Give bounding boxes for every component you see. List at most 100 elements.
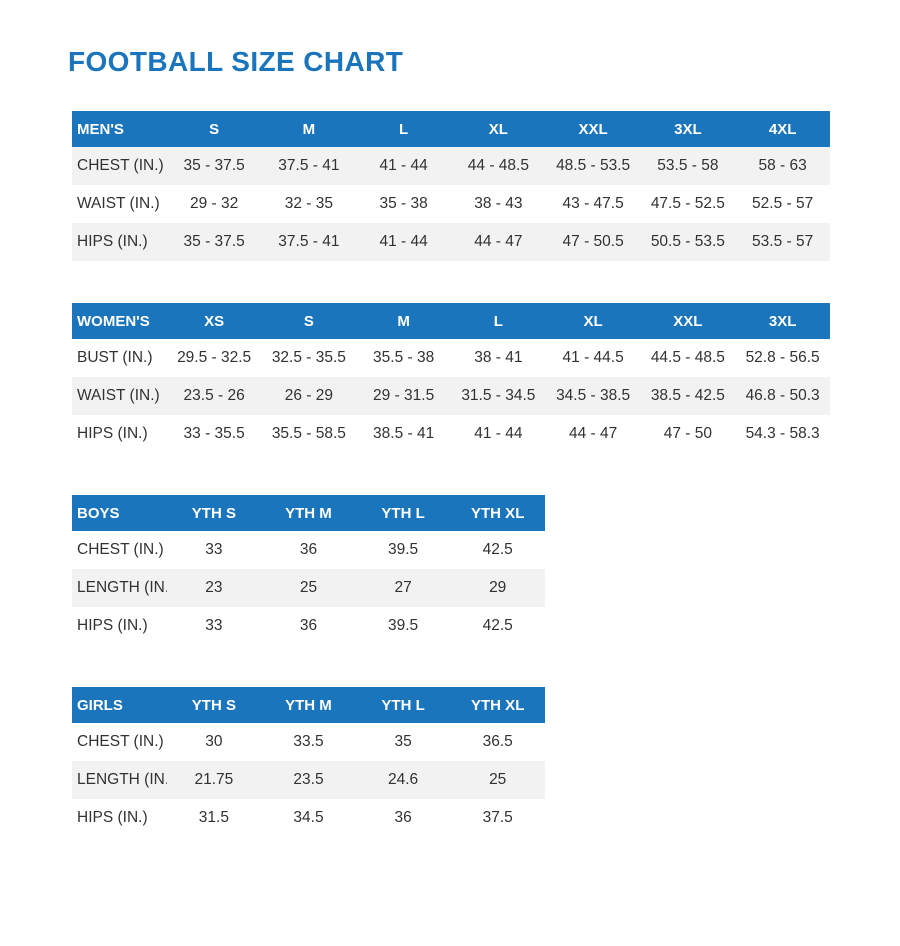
boys-value-cell: 39.5 [387,541,419,558]
boys-row-label: CHEST (IN.) [77,541,164,558]
girls-value-cell: 36.5 [482,733,513,750]
womens-value-cell: 54.3 - 58.3 [745,425,820,442]
boys-value-cell: 33 [205,541,223,558]
table-row: HIPS (IN.) 35 - 37.5 37.5 - 41 41 - 44 44 - … [72,223,830,261]
womens-header-row: WOMEN'S XS S M L XL XXL 3XL [72,303,830,339]
mens-value-cell: 52.5 - 57 [752,195,814,212]
mens-value-cell: 50.5 - 53.5 [650,233,725,250]
mens-table-title: MEN'S [72,111,167,147]
mens-column-header: XXL [545,111,641,147]
mens-column-header: 4XL [735,111,830,147]
girls-value-cell: 36 [394,809,412,826]
mens-value-cell: 32 - 35 [284,195,333,212]
girls-value-cell: 35 [394,733,412,750]
girls-column-header: YTH L [355,687,451,723]
girls-value-cell: 33.5 [293,733,324,750]
mens-value-cell: 38 - 43 [474,195,523,212]
womens-column-header: L [451,303,546,339]
table-row: BUST (IN.) 29.5 - 32.5 32.5 - 35.5 35.5 - 3… [72,339,830,377]
girls-size-table: GIRLS YTH S YTH M YTH L YTH XL CHEST (IN.) 30 3… [72,687,545,837]
size-tables: MEN'S S M L XL XXL 3XL 4XL CHEST (IN.) 35 - 37.5 3… [72,111,900,837]
girls-header-row: GIRLS YTH S YTH M YTH L YTH XL [72,687,545,723]
womens-value-cell: 41 - 44.5 [562,349,624,366]
womens-value-cell: 47 - 50 [663,425,712,442]
womens-row-label: HIPS (IN.) [77,425,148,442]
girls-column-header: YTH XL [450,687,545,723]
mens-value-cell: 53.5 - 57 [752,233,814,250]
mens-column-header: XL [451,111,546,147]
womens-column-header: XS [166,303,262,339]
table-row: WAIST (IN.) 29 - 32 32 - 35 35 - 38 38 - 43 4… [72,185,830,223]
table-row: LENGTH (IN.) 23 25 27 29 [72,569,545,607]
girls-table-title: GIRLS [72,687,167,723]
womens-column-header: S [261,303,357,339]
boys-row-label: LENGTH (IN.) [77,579,167,596]
mens-value-cell: 41 - 44 [379,157,428,174]
girls-column-header: YTH M [261,687,356,723]
womens-table-title: WOMEN'S [72,303,167,339]
mens-row-label: CHEST (IN.) [77,157,164,174]
table-row: HIPS (IN.) 33 - 35.5 35.5 - 58.5 38.5 - 41 4… [72,415,830,453]
mens-size-table: MEN'S S M L XL XXL 3XL 4XL CHEST (IN.) 35 - 37.5 3… [72,111,830,261]
mens-value-cell: 48.5 - 53.5 [556,157,631,174]
womens-value-cell: 31.5 - 34.5 [461,387,536,404]
womens-value-cell: 29.5 - 32.5 [177,349,252,366]
girls-value-cell: 24.6 [387,771,419,788]
mens-value-cell: 44 - 47 [474,233,523,250]
boys-value-cell: 42.5 [482,617,513,634]
womens-value-cell: 32.5 - 35.5 [271,349,346,366]
table-row: LENGTH (IN.) 21.75 23.5 24.6 25 [72,761,545,799]
boys-column-header: YTH XL [450,495,545,531]
mens-value-cell: 47 - 50.5 [562,233,624,250]
womens-row-label: BUST (IN.) [77,349,153,366]
womens-value-cell: 29 - 31.5 [373,387,435,404]
size-chart-page: FOOTBALL SIZE CHART MEN'S S M L XL XXL 3XL 4XL C… [0,46,900,946]
womens-value-cell: 35.5 - 58.5 [271,425,346,442]
girls-value-cell: 37.5 [482,809,513,826]
mens-value-cell: 47.5 - 52.5 [650,195,725,212]
womens-value-cell: 46.8 - 50.3 [745,387,820,404]
boys-value-cell: 23 [205,579,223,596]
boys-value-cell: 25 [299,579,318,596]
womens-value-cell: 23.5 - 26 [183,387,245,404]
boys-header-row: BOYS YTH S YTH M YTH L YTH XL [72,495,545,531]
boys-value-cell: 36 [299,541,318,558]
mens-value-cell: 37.5 - 41 [278,157,340,174]
boys-size-table: BOYS YTH S YTH M YTH L YTH XL CHEST (IN.) 33 36… [72,495,545,645]
girls-value-cell: 25 [489,771,507,788]
womens-value-cell: 26 - 29 [284,387,333,404]
womens-value-cell: 33 - 35.5 [183,425,245,442]
boys-row-label: HIPS (IN.) [77,617,148,634]
womens-value-cell: 44 - 47 [568,425,618,442]
table-row: HIPS (IN.) 33 36 39.5 42.5 [72,607,545,645]
mens-column-header: 3XL [640,111,736,147]
boys-column-header: YTH S [166,495,262,531]
girls-row-label: CHEST (IN.) [77,733,164,750]
boys-value-cell: 36 [299,617,318,634]
womens-size-table: WOMEN'S XS S M L XL XXL 3XL BUST (IN.) 29.5 - 32.… [72,303,830,453]
womens-value-cell: 35.5 - 38 [373,349,435,366]
boys-table-title: BOYS [72,495,167,531]
womens-value-cell: 38 - 41 [474,349,523,366]
mens-value-cell: 37.5 - 41 [278,233,340,250]
womens-column-header: M [356,303,451,339]
table-row: HIPS (IN.) 31.5 34.5 36 37.5 [72,799,545,837]
girls-value-cell: 31.5 [198,809,229,826]
boys-column-header: YTH M [261,495,356,531]
mens-header-row: MEN'S S M L XL XXL 3XL 4XL [72,111,830,147]
mens-value-cell: 41 - 44 [379,233,428,250]
page-title: FOOTBALL SIZE CHART [68,46,404,77]
mens-row-label: HIPS (IN.) [77,233,148,250]
table-row: CHEST (IN.) 30 33.5 35 36.5 [72,723,545,761]
boys-value-cell: 42.5 [482,541,513,558]
mens-value-cell: 53.5 - 58 [657,157,719,174]
mens-row-label: WAIST (IN.) [77,195,160,212]
womens-row-label: WAIST (IN.) [77,387,160,404]
boys-value-cell: 29 [489,579,507,596]
womens-value-cell: 52.8 - 56.5 [745,349,820,366]
boys-value-cell: 27 [394,579,412,596]
girls-column-header: YTH S [166,687,262,723]
girls-row-label: LENGTH (IN.) [77,771,167,788]
girls-row-label: HIPS (IN.) [77,809,148,826]
mens-value-cell: 58 - 63 [758,157,807,174]
